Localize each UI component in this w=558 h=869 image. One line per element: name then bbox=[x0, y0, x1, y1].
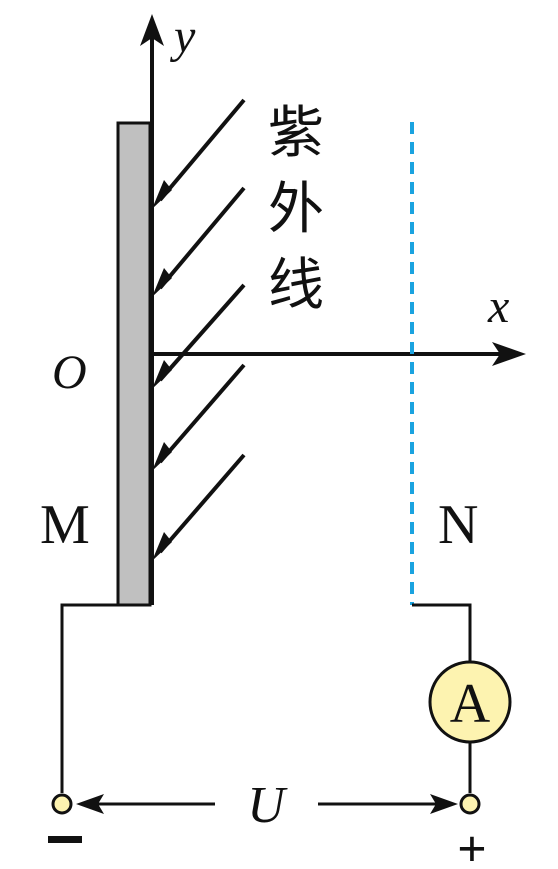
origin-label: O bbox=[52, 346, 87, 399]
wire-right-top bbox=[412, 603, 472, 662]
x-axis-label: x bbox=[487, 280, 509, 333]
x-axis-arrowhead bbox=[492, 342, 526, 366]
terminal-positive-sign: + bbox=[457, 821, 487, 869]
uv-ray-3-head bbox=[152, 360, 172, 389]
y-axis-arrowhead bbox=[140, 14, 164, 46]
uv-ray-4-head bbox=[152, 442, 172, 471]
uv-ray-5 bbox=[158, 453, 246, 554]
uv-ray-5-head bbox=[152, 532, 172, 561]
terminal-positive bbox=[459, 793, 481, 815]
terminal-negative-sign bbox=[48, 836, 82, 843]
uv-ray-1-head bbox=[152, 180, 172, 209]
uv-ray-arrowheads bbox=[152, 180, 172, 561]
uv-ray-2-head bbox=[152, 268, 172, 297]
plate-m bbox=[116, 121, 152, 607]
voltage-arrowhead-left bbox=[76, 794, 104, 814]
plate-n-label: N bbox=[438, 494, 478, 556]
uv-label-char-1: 紫 bbox=[268, 101, 324, 166]
uv-ray-4 bbox=[158, 363, 246, 464]
terminal-negative bbox=[51, 793, 73, 815]
uv-label-char-2: 外 bbox=[268, 177, 324, 242]
ammeter bbox=[428, 660, 512, 744]
voltage-arrowhead-right bbox=[430, 794, 458, 814]
uv-ray-2 bbox=[158, 186, 246, 290]
plate-m-label: M bbox=[40, 494, 90, 556]
uv-ray-arrows bbox=[158, 98, 246, 554]
wire-left bbox=[60, 603, 118, 793]
voltage-label: U bbox=[247, 777, 288, 834]
y-axis-label: y bbox=[169, 10, 196, 63]
uv-label-char-3: 线 bbox=[268, 253, 324, 318]
uv-ray-3 bbox=[158, 283, 246, 382]
ammeter-label: A bbox=[450, 673, 491, 735]
uv-ray-1 bbox=[158, 98, 246, 202]
